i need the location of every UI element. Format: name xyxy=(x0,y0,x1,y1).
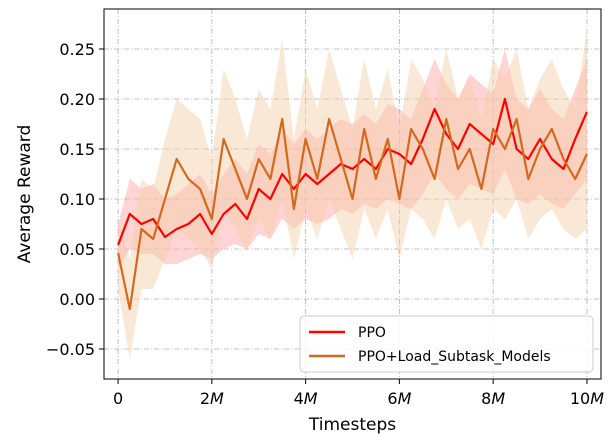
x-tick-label: 8M xyxy=(481,389,505,408)
y-tick-label: 0.00 xyxy=(59,290,95,309)
legend-label-1: PPO xyxy=(358,325,386,341)
y-axis-label: Average Reward xyxy=(15,125,35,264)
x-tick-label: 2M xyxy=(200,389,224,408)
y-tick-label: 0.05 xyxy=(59,240,95,259)
x-tick-label: 6M xyxy=(387,389,411,408)
y-axis-ticks: −0.05 0.00 0.05 0.10 0.15 0.20 0.25 xyxy=(46,40,104,359)
x-tick-label: 10M xyxy=(570,389,604,408)
legend-box xyxy=(299,315,594,373)
series-line-2 xyxy=(117,117,588,311)
y-tick-label: 0.25 xyxy=(59,40,95,59)
series-line-1 xyxy=(117,97,588,246)
x-tick-label: 0 xyxy=(113,389,123,408)
plot-frame xyxy=(103,8,602,380)
legend: PPO PPO+Load_Subtask_Models xyxy=(299,315,594,373)
series-band-1 xyxy=(118,49,587,269)
legend-label-2: PPO+Load_Subtask_Models xyxy=(358,349,551,365)
y-tick-label: 0.20 xyxy=(59,90,95,109)
y-tick-label: −0.05 xyxy=(46,340,95,359)
x-axis-label: Timesteps xyxy=(308,415,396,435)
series-lines xyxy=(117,97,588,311)
y-tick-label: 0.15 xyxy=(59,140,95,159)
y-tick-label: 0.10 xyxy=(59,190,95,209)
x-axis-ticks: 0 2M 4M 6M 8M 10M xyxy=(113,379,604,408)
x-tick-label: 4M xyxy=(294,389,318,408)
